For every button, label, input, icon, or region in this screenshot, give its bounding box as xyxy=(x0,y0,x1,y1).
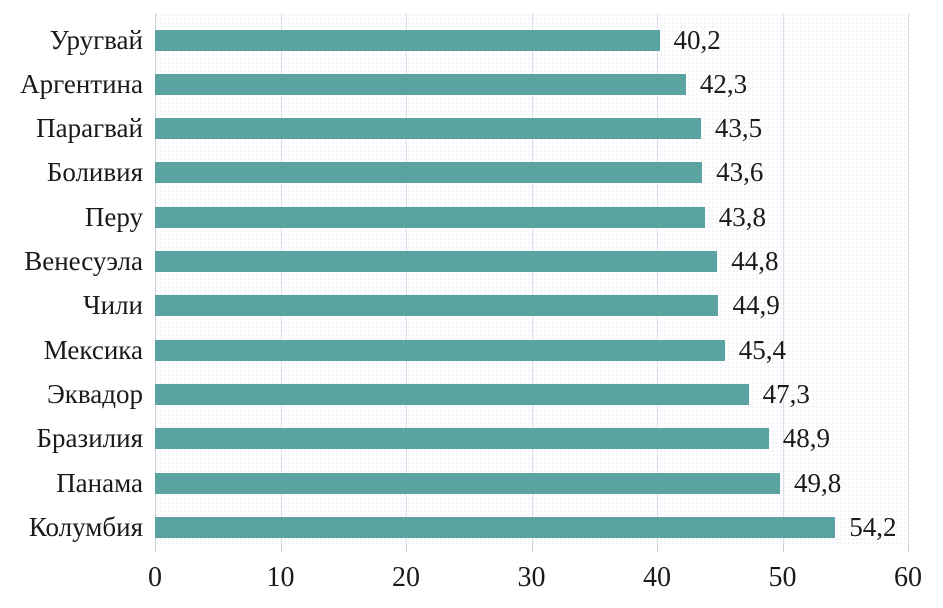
bar xyxy=(155,516,836,538)
category-label: Эквадор xyxy=(46,378,143,409)
bar xyxy=(155,383,749,405)
category-label: Перу xyxy=(84,201,143,232)
category-label: Колумбия xyxy=(28,511,143,542)
value-label: 54,2 xyxy=(849,511,897,542)
gridline xyxy=(782,13,784,545)
value-label: 48,9 xyxy=(782,423,830,454)
gridline xyxy=(908,13,909,545)
gridline xyxy=(657,13,658,545)
category-label: Аргентина xyxy=(20,68,143,99)
category-label: Парагвай xyxy=(36,113,143,144)
bar xyxy=(155,29,660,51)
x-tick-label: 10 xyxy=(266,562,295,593)
y-axis-line xyxy=(155,13,156,545)
bar xyxy=(155,339,725,361)
x-tick-mark xyxy=(782,545,784,552)
value-label: 43,8 xyxy=(718,201,766,232)
bar xyxy=(155,118,701,140)
category-label: Уругвай xyxy=(49,24,143,55)
x-tick-mark xyxy=(908,545,909,552)
x-tick-mark xyxy=(155,545,156,552)
value-label: 40,2 xyxy=(673,24,721,55)
x-tick-mark xyxy=(280,545,282,552)
bar xyxy=(155,162,703,184)
category-label: Мексика xyxy=(43,334,143,365)
value-label: 44,8 xyxy=(731,246,779,276)
bar xyxy=(155,428,769,450)
value-label: 43,6 xyxy=(716,157,764,188)
plot-area xyxy=(155,13,909,545)
x-tick-mark xyxy=(657,545,658,552)
bar xyxy=(155,295,719,317)
x-tick-label: 50 xyxy=(768,562,797,593)
bar xyxy=(155,73,686,95)
value-label: 47,3 xyxy=(762,378,810,409)
bar xyxy=(155,251,718,272)
category-label: Бразилия xyxy=(36,423,143,454)
bar xyxy=(155,472,780,494)
x-tick-mark xyxy=(406,545,407,552)
x-tick-label: 40 xyxy=(643,562,671,593)
gridline xyxy=(406,13,407,545)
category-label: Венесуэла xyxy=(24,246,143,276)
value-label: 45,4 xyxy=(738,334,787,365)
gridline xyxy=(280,13,282,545)
value-label: 49,8 xyxy=(793,467,842,498)
category-label: Чили xyxy=(83,290,143,321)
bar xyxy=(155,206,705,228)
value-label: 42,3 xyxy=(699,68,748,99)
x-tick-label: 30 xyxy=(517,562,546,593)
value-label: 43,5 xyxy=(714,113,763,144)
gridline xyxy=(531,13,533,545)
value-label: 44,9 xyxy=(732,290,780,321)
x-tick-label: 60 xyxy=(894,562,922,593)
x-tick-label: 20 xyxy=(392,562,420,593)
x-tick-mark xyxy=(531,545,533,552)
category-label: Боливия xyxy=(46,157,143,188)
category-label: Панама xyxy=(56,467,143,498)
x-tick-label: 0 xyxy=(148,562,162,593)
